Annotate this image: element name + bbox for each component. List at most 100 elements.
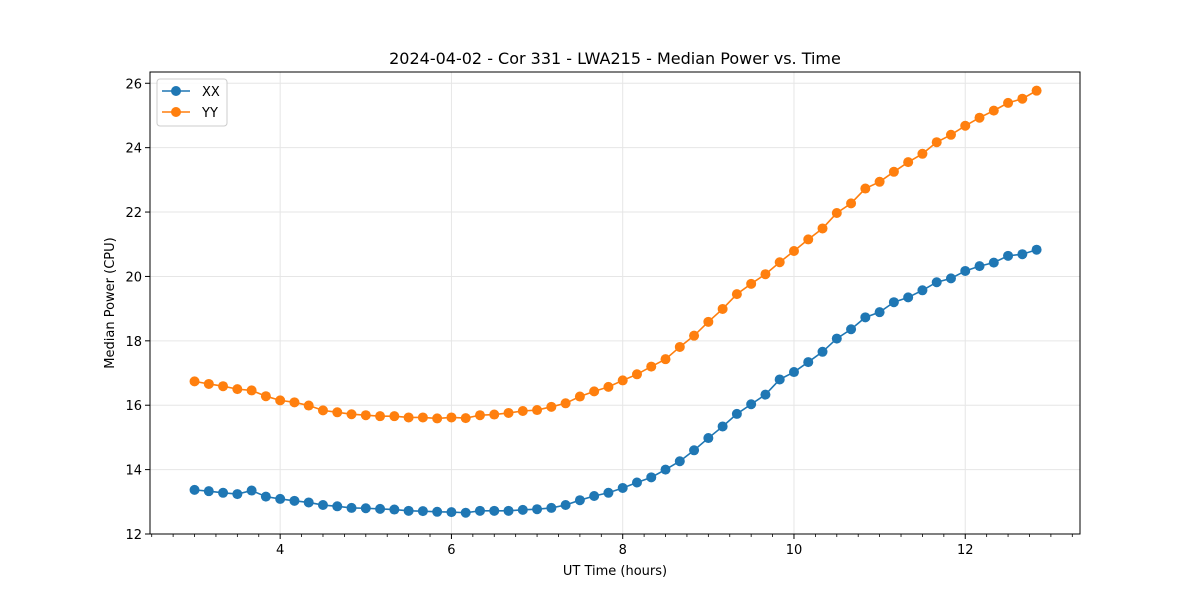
point-xx	[503, 505, 514, 516]
point-yy	[603, 381, 614, 392]
point-xx	[603, 487, 614, 498]
x-tick-label: 12	[957, 543, 974, 558]
point-yy	[846, 198, 857, 209]
point-yy	[788, 246, 799, 256]
point-xx	[546, 502, 557, 513]
point-yy	[974, 112, 985, 123]
point-xx	[746, 399, 757, 410]
point-yy	[460, 413, 471, 424]
point-xx	[646, 472, 657, 483]
point-yy	[945, 129, 956, 140]
series-xx	[189, 244, 1042, 518]
point-yy	[1017, 93, 1028, 104]
point-yy	[860, 183, 871, 194]
point-xx	[1031, 244, 1042, 255]
point-xx	[403, 505, 414, 516]
point-xx	[988, 257, 999, 268]
point-xx	[432, 506, 443, 517]
point-xx	[774, 374, 785, 385]
point-xx	[803, 357, 814, 368]
point-yy	[960, 120, 971, 131]
y-tick-label: 16	[125, 399, 142, 414]
point-yy	[1031, 85, 1042, 96]
point-yy	[731, 289, 742, 300]
y-tick-label: 24	[125, 142, 142, 157]
point-xx	[960, 265, 971, 276]
point-xx	[574, 495, 585, 506]
point-xx	[888, 297, 899, 308]
point-xx	[332, 501, 343, 512]
point-xx	[360, 503, 371, 514]
point-yy	[817, 223, 828, 234]
point-xx	[760, 389, 771, 400]
point-xx	[945, 273, 956, 284]
point-yy	[260, 391, 271, 402]
y-tick-label: 22	[125, 206, 142, 221]
point-yy	[218, 381, 229, 392]
point-yy	[446, 412, 457, 423]
point-xx	[375, 503, 386, 514]
point-yy	[660, 354, 671, 365]
point-yy	[317, 405, 328, 416]
point-yy	[646, 361, 657, 372]
point-xx	[346, 502, 357, 513]
point-yy	[874, 176, 885, 187]
point-xx	[817, 346, 828, 357]
point-yy	[517, 406, 528, 417]
point-xx	[903, 292, 914, 303]
point-yy	[532, 405, 543, 416]
point-yy	[246, 385, 257, 396]
point-yy	[631, 369, 642, 380]
y-tick-label: 26	[125, 77, 142, 92]
point-yy	[289, 397, 300, 408]
point-xx	[389, 504, 400, 515]
point-xx	[731, 408, 742, 419]
point-yy	[589, 386, 600, 397]
x-tick-label: 6	[447, 543, 455, 558]
point-yy	[717, 303, 728, 314]
y-tick-label: 14	[125, 464, 142, 479]
point-yy	[375, 411, 386, 422]
x-axis: 4 6 8 10 12	[151, 534, 1073, 558]
point-yy	[774, 257, 785, 268]
legend-label-xx: XX	[202, 85, 220, 100]
point-xx	[203, 486, 214, 497]
x-axis-label: UT Time (hours)	[563, 564, 667, 579]
point-yy	[417, 412, 428, 423]
point-xx	[589, 491, 600, 502]
legend-label-yy: YY	[201, 106, 218, 121]
y-tick-label: 20	[125, 270, 142, 285]
point-yy	[760, 269, 771, 280]
y-axis: 12 14 16 18 20 22 24 26	[125, 77, 150, 543]
point-xx	[446, 507, 457, 518]
point-yy	[689, 330, 700, 341]
y-tick-label: 12	[125, 528, 142, 543]
point-yy	[674, 341, 685, 352]
point-yy	[332, 407, 343, 418]
legend-marker-xx	[171, 86, 181, 96]
point-xx	[674, 456, 685, 467]
point-xx	[974, 261, 985, 272]
point-xx	[931, 277, 942, 288]
point-yy	[303, 400, 314, 411]
point-yy	[360, 410, 371, 421]
chart-title: 2024-04-02 - Cor 331 - LWA215 - Median P…	[389, 49, 841, 68]
point-xx	[617, 482, 628, 493]
point-xx	[489, 505, 500, 516]
point-yy	[403, 412, 414, 423]
point-yy	[574, 391, 585, 402]
point-xx	[846, 324, 857, 335]
point-xx	[289, 495, 300, 506]
point-xx	[560, 500, 571, 511]
point-yy	[1003, 97, 1014, 108]
point-xx	[275, 493, 286, 504]
point-xx	[917, 285, 928, 296]
point-xx	[246, 485, 257, 496]
point-yy	[917, 148, 928, 159]
point-yy	[346, 409, 357, 420]
point-xx	[860, 312, 871, 323]
series-layer	[189, 85, 1042, 518]
point-yy	[746, 278, 757, 289]
point-yy	[831, 208, 842, 219]
point-yy	[389, 411, 400, 422]
